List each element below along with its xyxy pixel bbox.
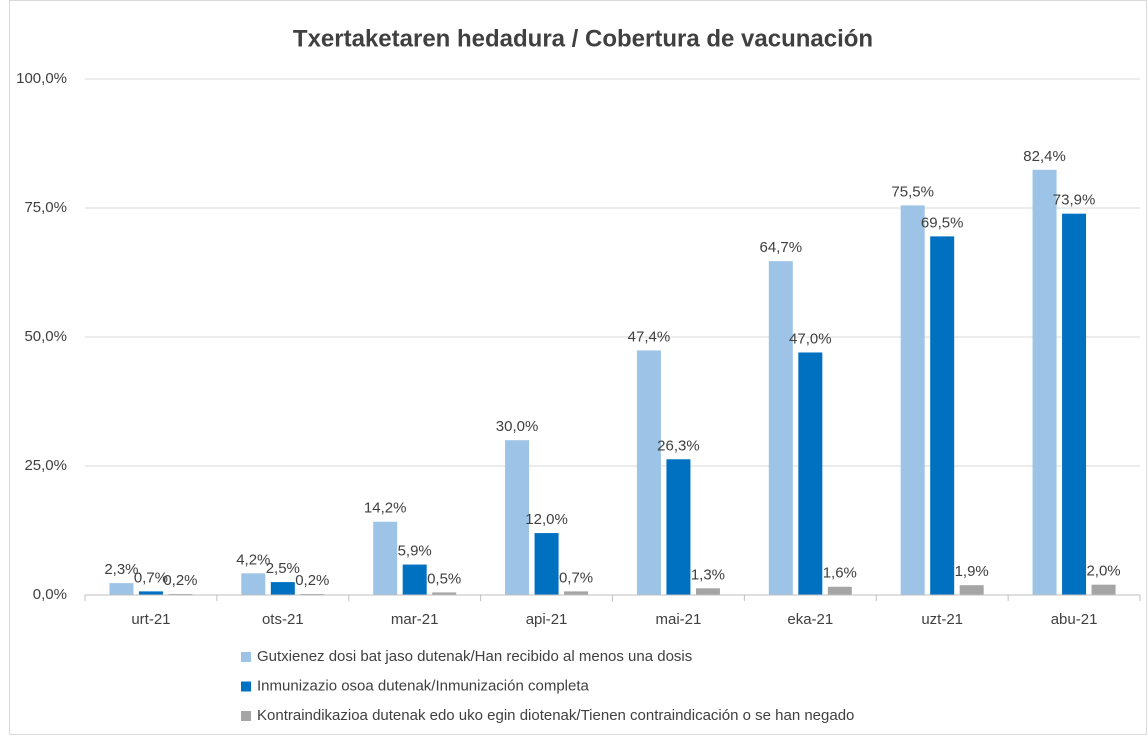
data-label: 2,0% <box>1086 563 1120 580</box>
x-tick-label: abu-21 <box>1051 611 1098 628</box>
data-label: 4,2% <box>236 551 270 568</box>
y-tick-label: 25,0% <box>24 457 67 474</box>
bar <box>1062 213 1087 595</box>
data-label: 5,9% <box>398 543 432 560</box>
bar <box>168 593 193 595</box>
bar <box>138 591 163 595</box>
data-label: 69,5% <box>921 214 964 231</box>
bar <box>827 586 852 595</box>
legend-swatch <box>241 652 251 662</box>
data-label: 26,3% <box>657 437 700 454</box>
x-tick-label: api-21 <box>526 611 568 628</box>
bar <box>564 591 589 595</box>
bar <box>300 593 325 595</box>
data-label: 12,0% <box>525 511 568 528</box>
data-label: 14,2% <box>364 500 407 517</box>
data-label: 0,2% <box>295 572 329 589</box>
bar <box>270 582 295 595</box>
x-tick-label: urt-21 <box>131 611 170 628</box>
data-label: 82,4% <box>1023 148 1066 165</box>
data-label: 30,0% <box>496 418 539 435</box>
bar <box>1032 169 1057 596</box>
bar <box>636 350 661 595</box>
data-label: 47,4% <box>628 328 671 345</box>
bar <box>930 236 955 595</box>
data-label: 47,0% <box>789 330 832 347</box>
data-label: 2,5% <box>266 560 300 577</box>
data-label: 1,6% <box>823 565 857 582</box>
data-label: 0,2% <box>163 572 197 589</box>
bar <box>432 592 457 595</box>
bar <box>402 564 427 595</box>
chart-border <box>9 0 1147 735</box>
x-tick-label: ots-21 <box>262 611 304 628</box>
y-tick-label: 0,0% <box>33 586 67 603</box>
y-tick-label: 50,0% <box>24 328 67 345</box>
bar <box>373 521 398 595</box>
data-label: 64,7% <box>760 239 803 256</box>
x-tick-label: mai-21 <box>656 611 702 628</box>
data-label: 0,7% <box>134 569 168 586</box>
bar <box>959 585 984 595</box>
bar <box>505 440 530 595</box>
bar <box>900 205 925 596</box>
bar <box>534 533 559 595</box>
x-tick-label: mar-21 <box>391 611 439 628</box>
data-label: 73,9% <box>1053 192 1096 209</box>
bar <box>695 588 720 595</box>
legend-swatch <box>241 681 251 692</box>
y-tick-label: 75,0% <box>24 199 67 216</box>
bar <box>1091 584 1116 595</box>
legend-label: Inmunizazio osoa dutenak/Inmunización co… <box>257 677 590 694</box>
data-label: 0,7% <box>559 569 593 586</box>
bar <box>241 573 266 595</box>
data-label: 1,3% <box>691 566 725 583</box>
bar <box>768 261 793 595</box>
y-tick-label: 100,0% <box>16 70 67 87</box>
bar <box>666 459 691 595</box>
data-label: 75,5% <box>891 183 934 200</box>
legend-label: Gutxienez dosi bat jaso dutenak/Han reci… <box>257 648 692 665</box>
x-tick-label: eka-21 <box>787 611 833 628</box>
chart-title: Txertaketaren hedadura / Cobertura de va… <box>293 25 873 52</box>
x-tick-label: uzt-21 <box>921 611 963 628</box>
bar <box>798 352 823 595</box>
bar <box>109 583 134 595</box>
data-label: 2,3% <box>104 561 138 578</box>
data-label: 0,5% <box>427 570 461 587</box>
legend-swatch <box>241 711 251 721</box>
data-label: 1,9% <box>955 563 989 580</box>
legend-label: Kontraindikazioa dutenak edo uko egin di… <box>257 707 854 724</box>
